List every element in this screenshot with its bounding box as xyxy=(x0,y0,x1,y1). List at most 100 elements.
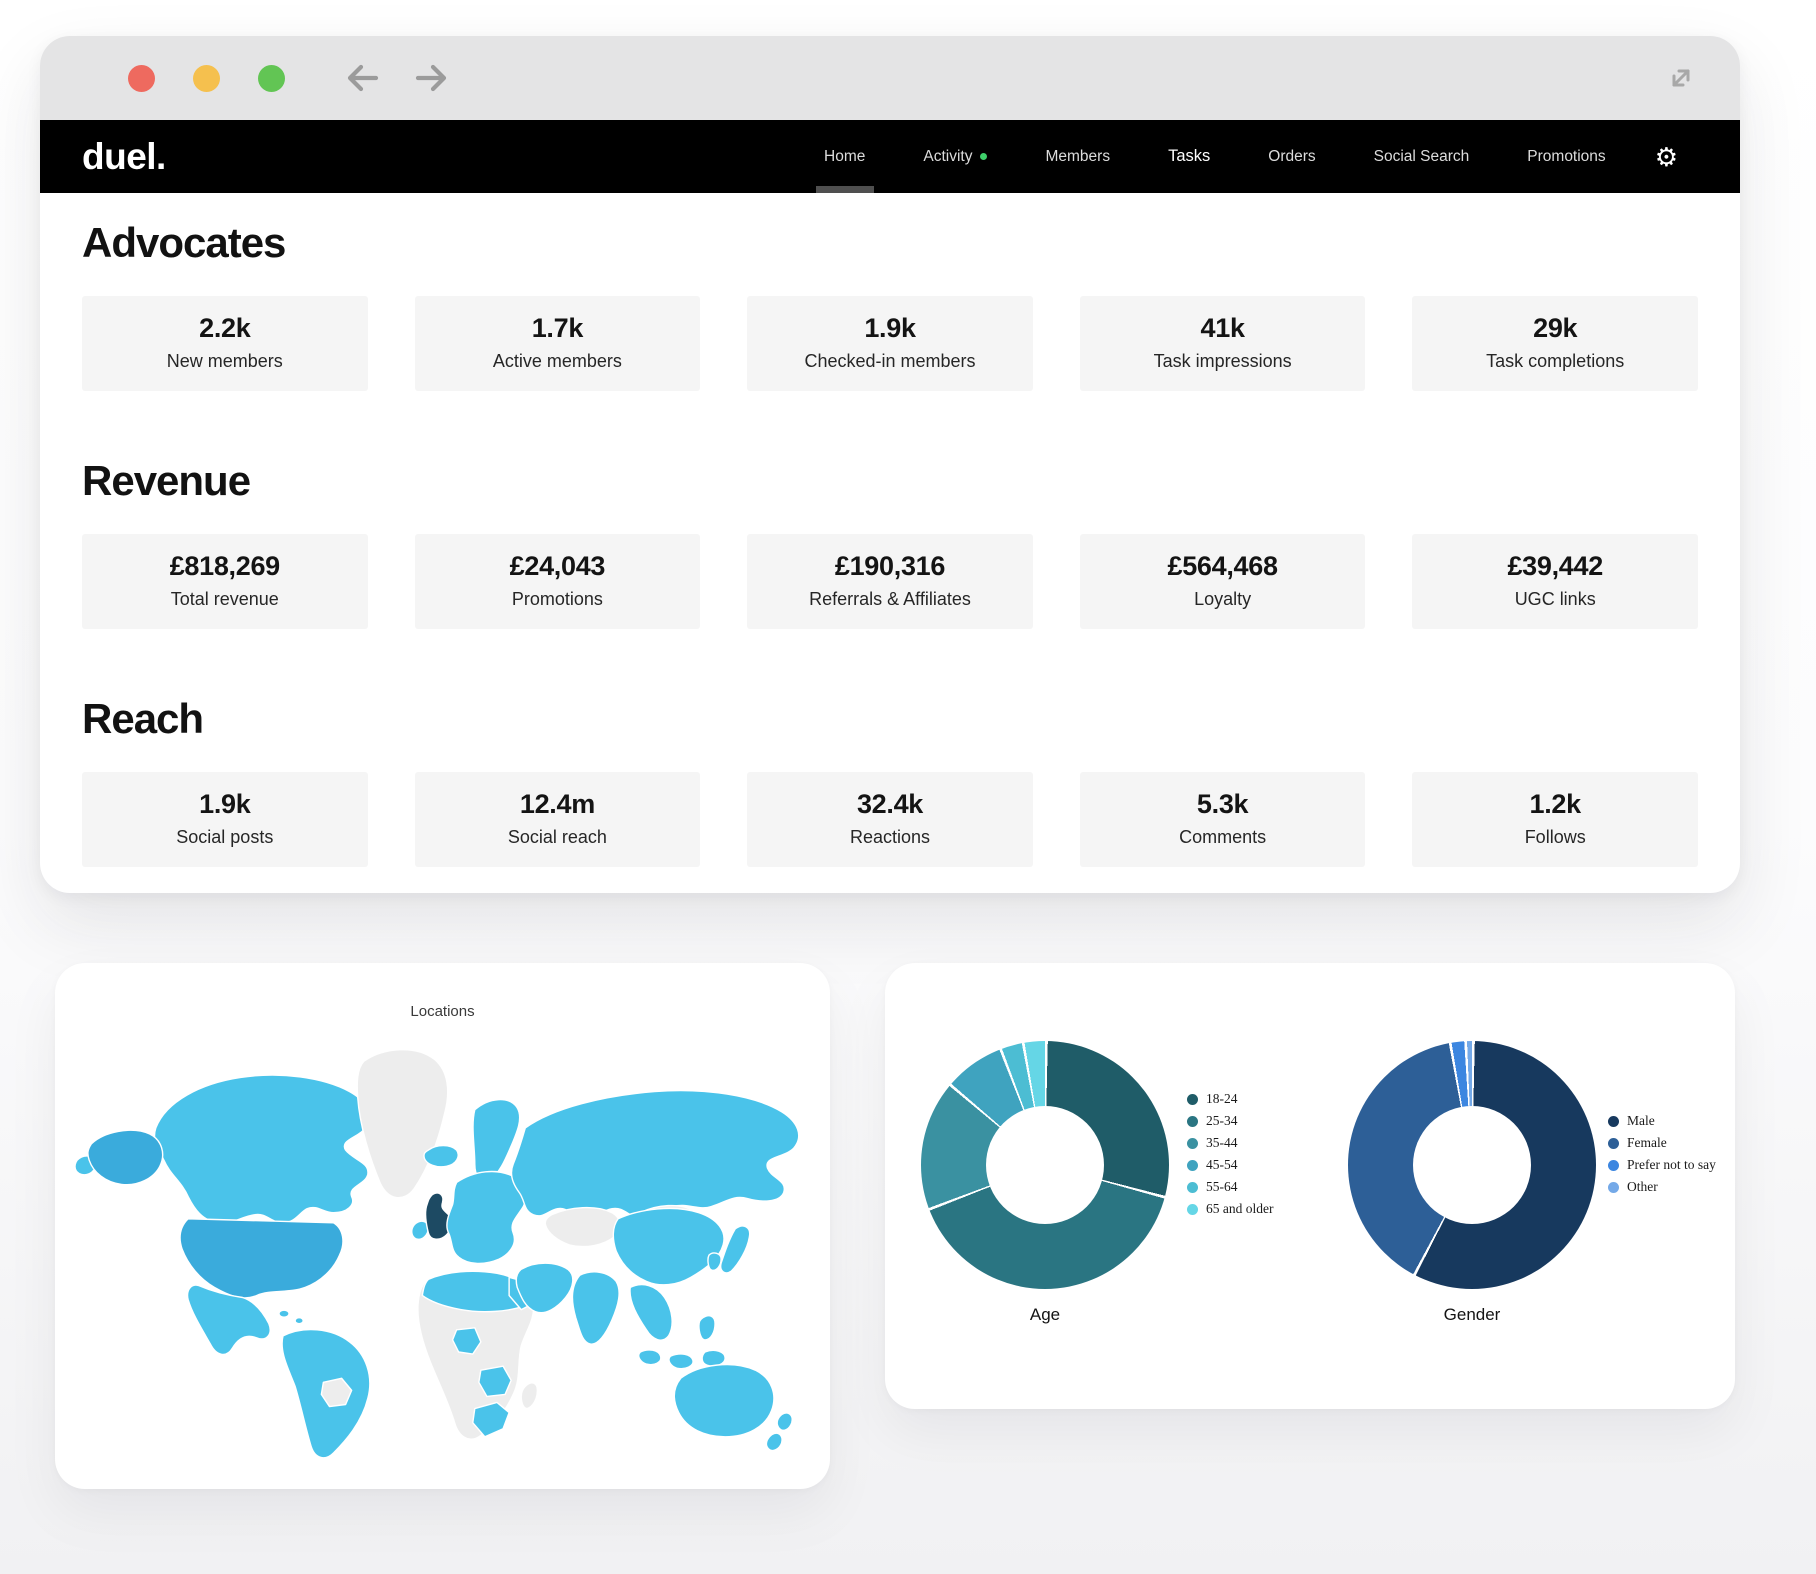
legend-item-25-34: 25-34 xyxy=(1187,1113,1273,1129)
nav-label-activity: Activity xyxy=(923,147,973,165)
map-region-united-kingdom xyxy=(424,1192,453,1240)
stat-card-active-members: 1.7k Active members xyxy=(414,296,701,391)
stat-value: 1.9k xyxy=(864,313,916,343)
map-region-india xyxy=(571,1271,620,1345)
legend-dot xyxy=(1608,1137,1619,1149)
stat-value: £818,269 xyxy=(169,551,281,581)
legend-label: 25-34 xyxy=(1206,1113,1238,1128)
expand-diagonal-icon xyxy=(1672,69,1690,87)
stat-card-task-impressions: 41k Task impressions xyxy=(1079,296,1366,391)
stat-value: 41k xyxy=(1200,313,1245,343)
window-expand-button[interactable] xyxy=(1666,63,1696,93)
stat-label: New members xyxy=(166,351,283,371)
map-region-angola-zambia xyxy=(478,1365,512,1398)
nav-item-social-search[interactable]: Social Search xyxy=(1345,120,1499,193)
nav-item-tasks[interactable]: Tasks xyxy=(1139,120,1239,193)
stat-label: Promotions xyxy=(511,589,603,609)
stat-card-social-reach: 12.4m Social reach xyxy=(414,772,701,867)
section-title-advocates: Advocates xyxy=(82,219,286,266)
stat-card-loyalty: £564,468 Loyalty xyxy=(1079,534,1366,629)
gender-legend: Male Female Prefer not to say Other xyxy=(1608,1113,1716,1195)
section-advocates: Advocates 2.2k New members 1.7k Active m… xyxy=(82,219,1698,391)
age-chart-title: Age xyxy=(1029,1305,1061,1324)
stat-label: Social reach xyxy=(507,827,607,847)
legend-label: 18-24 xyxy=(1206,1091,1238,1106)
map-region-russia xyxy=(510,1089,800,1220)
legend-label: 65 and older xyxy=(1206,1201,1274,1216)
stat-card-reactions: 32.4k Reactions xyxy=(747,772,1033,867)
map-region-nigeria xyxy=(451,1327,482,1355)
stat-card-ugc-links: £39,442 UGC links xyxy=(1412,534,1698,629)
stat-card-social-posts: 1.9k Social posts xyxy=(82,772,368,867)
legend-label: Female xyxy=(1627,1135,1667,1150)
active-tab-indicator xyxy=(815,186,874,193)
map-region-canada xyxy=(153,1074,370,1224)
stat-value: 1.2k xyxy=(1529,789,1582,819)
stat-value: 1.7k xyxy=(531,313,584,343)
gender-donut-chart xyxy=(1348,1041,1596,1289)
stat-label: Task completions xyxy=(1486,351,1625,371)
donut-hole xyxy=(986,1106,1104,1224)
nav-item-activity[interactable]: Activity xyxy=(894,120,1016,193)
demographics-card: 18-24 25-34 35-44 45-54 55-64 65 and old… xyxy=(885,963,1735,1409)
map-region-north-africa xyxy=(421,1270,532,1313)
stat-value: 29k xyxy=(1533,313,1578,343)
nav-menu: Home Activity Members Tasks Orders Soc xyxy=(795,120,1635,193)
window-minimize-button[interactable] xyxy=(193,64,220,92)
stat-card-follows: 1.2k Follows xyxy=(1412,772,1698,867)
stat-label: Active members xyxy=(492,351,622,371)
legend-label: 35-44 xyxy=(1206,1135,1238,1150)
legend-item-35-44: 35-44 xyxy=(1187,1135,1273,1151)
browser-forward-button[interactable] xyxy=(413,63,449,93)
nav-item-home[interactable]: Home xyxy=(795,120,894,193)
legend-item-female: Female xyxy=(1608,1135,1716,1151)
nav-label-tasks: Tasks xyxy=(1168,147,1211,165)
legend-dot xyxy=(1608,1115,1619,1127)
map-region-madagascar xyxy=(520,1382,539,1410)
map-region-middle-east xyxy=(515,1262,574,1314)
legend-label: Prefer not to say xyxy=(1627,1157,1716,1172)
map-region-new-zealand xyxy=(765,1412,793,1452)
settings-gear-icon[interactable]: ⚙ xyxy=(1654,141,1678,172)
map-region-southeast-asia xyxy=(629,1284,673,1341)
window-titlebar xyxy=(40,36,1740,120)
browser-back-button[interactable] xyxy=(345,63,381,93)
stat-value: 1.9k xyxy=(199,789,251,819)
map-region-mexico-central-america xyxy=(186,1284,271,1356)
traffic-lights xyxy=(128,64,285,92)
stat-label: Social posts xyxy=(176,827,274,847)
legend-label: Other xyxy=(1627,1179,1658,1194)
locations-card: Locations xyxy=(55,963,830,1489)
brand-logo[interactable]: duel. xyxy=(82,135,166,177)
legend-label: Male xyxy=(1627,1113,1655,1128)
stat-card-comments: 5.3k Comments xyxy=(1079,772,1366,867)
stat-label: UGC links xyxy=(1514,589,1596,609)
legend-item-18-24: 18-24 xyxy=(1187,1091,1273,1107)
stat-card-total-revenue: £818,269 Total revenue xyxy=(82,534,368,629)
locations-title: Locations xyxy=(410,1003,475,1020)
legend-dot xyxy=(1187,1181,1198,1193)
window-zoom-button[interactable] xyxy=(258,64,285,92)
map-region-greenland xyxy=(356,1048,449,1199)
stat-label: Reactions xyxy=(849,827,931,847)
section-reach: Reach 1.9k Social posts 12.4m Social rea… xyxy=(82,695,1698,867)
stat-label: Total revenue xyxy=(170,589,279,609)
age-legend: 18-24 25-34 35-44 45-54 55-64 65 and old… xyxy=(1187,1091,1273,1217)
nav-item-members[interactable]: Members xyxy=(1016,120,1139,193)
stat-card-task-completions: 29k Task completions xyxy=(1412,296,1698,391)
nav-item-promotions[interactable]: Promotions xyxy=(1498,120,1634,193)
nav-label-home: Home xyxy=(824,147,866,165)
nav-label-social-search: Social Search xyxy=(1373,147,1470,165)
map-region-iceland xyxy=(423,1144,459,1168)
advocates-stat-row: 2.2k New members 1.7k Active members 1.9… xyxy=(82,296,1698,391)
stat-card-new-members: 2.2k New members xyxy=(82,296,368,391)
window-close-button[interactable] xyxy=(128,64,155,92)
nav-item-orders[interactable]: Orders xyxy=(1239,120,1344,193)
map-region-south-africa xyxy=(472,1401,510,1438)
section-title-revenue: Revenue xyxy=(82,457,251,504)
stat-label: Referrals & Affiliates xyxy=(809,589,971,609)
stat-value: 5.3k xyxy=(1196,789,1249,819)
legend-dot xyxy=(1608,1181,1619,1193)
stat-card-referrals-affiliates: £190,316 Referrals & Affiliates xyxy=(747,534,1033,629)
